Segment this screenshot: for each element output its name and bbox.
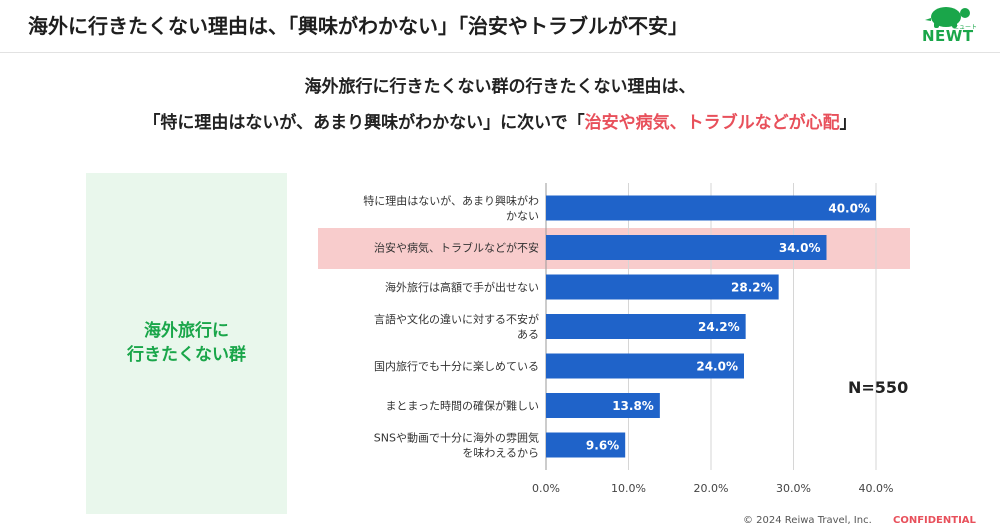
bar [546,195,876,221]
segment-label-line-1: 海外旅行に [144,321,229,341]
x-tick-label: 10.0% [611,482,646,495]
bar-value-label: 24.0% [696,360,738,374]
category-label: 言語や文化の違いに対する不安が [374,312,539,326]
category-label: 特に理由はないが、あまり興味がわ [363,194,539,208]
category-label: 国内旅行でも十分に楽しめている [374,359,539,373]
headline-line-2-end: 」 [839,113,857,133]
bar-value-label: 34.0% [779,241,821,255]
confidential-label: CONFIDENTIAL [893,515,976,526]
bar [546,432,626,458]
category-label: かない [506,210,539,223]
page-title: 海外に行きたくない理由は、「興味がわかない」「治安やトラブルが不安」 [28,14,688,38]
x-tick-label: 40.0% [859,482,894,495]
headline-accent-text: 治安や病気、トラブルなどが心配 [584,113,840,133]
bar [546,393,660,418]
category-label: まとまった時間の確保が難しい [385,399,539,413]
category-label: SNSや動画で十分に海外の雰囲気 [374,431,539,445]
segment-label-line-2: 行きたくない群 [127,345,246,365]
x-tick-label: 30.0% [776,482,811,495]
bar-value-label: 24.2% [698,320,740,334]
segment-label: 海外旅行に 行きたくない群 [86,319,287,367]
bar-value-label: 28.2% [731,281,773,295]
headline-line-2: 「特に理由はないが、あまり興味がわかない」に次いで「治安や病気、トラブルなどが心… [0,108,1000,133]
bar-value-label: 9.6% [586,439,619,453]
category-label: ある [517,328,539,341]
bar [546,235,827,260]
category-label: 治安や病気、トラブルなどが不安 [374,241,539,255]
bar [546,314,746,339]
copyright-text: © 2024 Reiwa Travel, Inc. [743,515,872,526]
sample-size-label: N=550 [848,378,909,397]
category-label: を味わえるから [462,447,539,460]
segment-panel: 海外旅行に 行きたくない群 [86,173,287,514]
headline-line-1: 海外旅行に行きたくない群の行きたくない理由は、 [304,77,696,97]
x-tick-label: 0.0% [532,482,560,495]
headline-line-2-main: 「特に理由はないが、あまり興味がわかない」に次いで「 [143,113,585,133]
bar-value-label: 40.0% [828,202,870,216]
logo-text: NEWT [922,27,974,45]
bar [546,353,744,379]
bar-value-label: 13.8% [612,399,654,413]
turtle-logo-icon [925,7,970,28]
x-tick-label: 20.0% [694,482,729,495]
logo-kana: ニュート [953,24,978,31]
category-label: 海外旅行は高額で手が出せない [385,280,539,294]
bar [546,274,779,300]
page-header: 海外に行きたくない理由は、「興味がわかない」「治安やトラブルが不安」 ニュート … [0,0,1000,53]
